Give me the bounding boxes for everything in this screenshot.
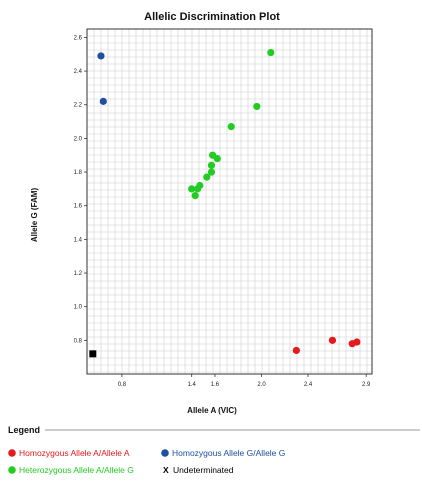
legend-label: Homozygous Allele G/Allele G	[172, 448, 285, 458]
data-point-series-3	[253, 102, 261, 111]
data-point-series-3	[203, 173, 211, 181]
legend-marker	[8, 449, 16, 457]
plot-grid	[86, 28, 372, 374]
y-tick-label: 0.8	[74, 338, 83, 344]
legend-label: Homozygous Allele A/Allele A	[19, 448, 130, 458]
data-point-series-1	[353, 338, 361, 346]
legend-marker	[161, 449, 169, 457]
legend-items: Homozygous Allele A/Allele A Homozygous A…	[8, 448, 285, 475]
y-tick-label: 1.2	[74, 271, 83, 277]
data-point-series-3	[227, 123, 235, 131]
legend-marker	[8, 466, 16, 474]
data-point-undetermined	[89, 350, 97, 358]
data-point-series-3	[188, 185, 196, 193]
y-tick-label: 1.4	[74, 237, 83, 243]
chart-title: Allelic Discrimination Plot	[144, 11, 280, 23]
data-point-series-3	[213, 154, 221, 163]
legend: Legend Homozygous Allele A/Allele A Homoz…	[5, 423, 420, 475]
legend-title-background	[5, 423, 45, 435]
axis-ticks: 0.8 1.0 1.2 1.4 1.6 1.8 2.0 2.2 2.4 2.6 0.8 1.4 1.6 2…	[74, 35, 371, 388]
data-point-series-1	[328, 336, 337, 344]
data-point-series-1	[292, 346, 300, 355]
legend-label: Undeterminated	[173, 465, 234, 475]
y-tick-label: 2.6	[74, 35, 83, 41]
data-point-series-3	[207, 168, 216, 176]
y-tick-label: 2.2	[74, 103, 83, 109]
data-point-series-3	[267, 48, 275, 57]
x-axis-label: Allele A (VIC)	[187, 406, 237, 415]
y-tick-label: 1.0	[74, 305, 83, 311]
x-tick-label: 2.0	[257, 382, 266, 388]
data-point-series-3	[207, 161, 216, 169]
x-tick-label: 2.9	[362, 382, 371, 388]
data-point-series-2	[97, 52, 105, 60]
legend-title: Legend	[8, 425, 40, 435]
data-point-series-3	[191, 192, 199, 200]
data-point-series-3	[196, 181, 204, 190]
legend-label: Heterozygous Allele A/Allele G	[19, 465, 134, 475]
y-tick-label: 1.8	[74, 170, 83, 176]
y-tick-label: 2.0	[74, 136, 83, 142]
y-axis-label: Allele G (FAM)	[30, 188, 39, 243]
legend-marker-x: X	[163, 465, 169, 475]
data-point-series-2	[99, 97, 107, 105]
plot-area	[86, 28, 373, 375]
y-tick-label: 2.4	[74, 69, 83, 75]
y-tick-label: 1.6	[74, 204, 83, 210]
x-tick-label: 1.4	[188, 382, 197, 388]
x-tick-label: 1.6	[211, 382, 220, 388]
x-tick-label: 2.4	[304, 382, 313, 388]
x-tick-label: 0.8	[118, 382, 127, 388]
data-points	[89, 48, 361, 358]
